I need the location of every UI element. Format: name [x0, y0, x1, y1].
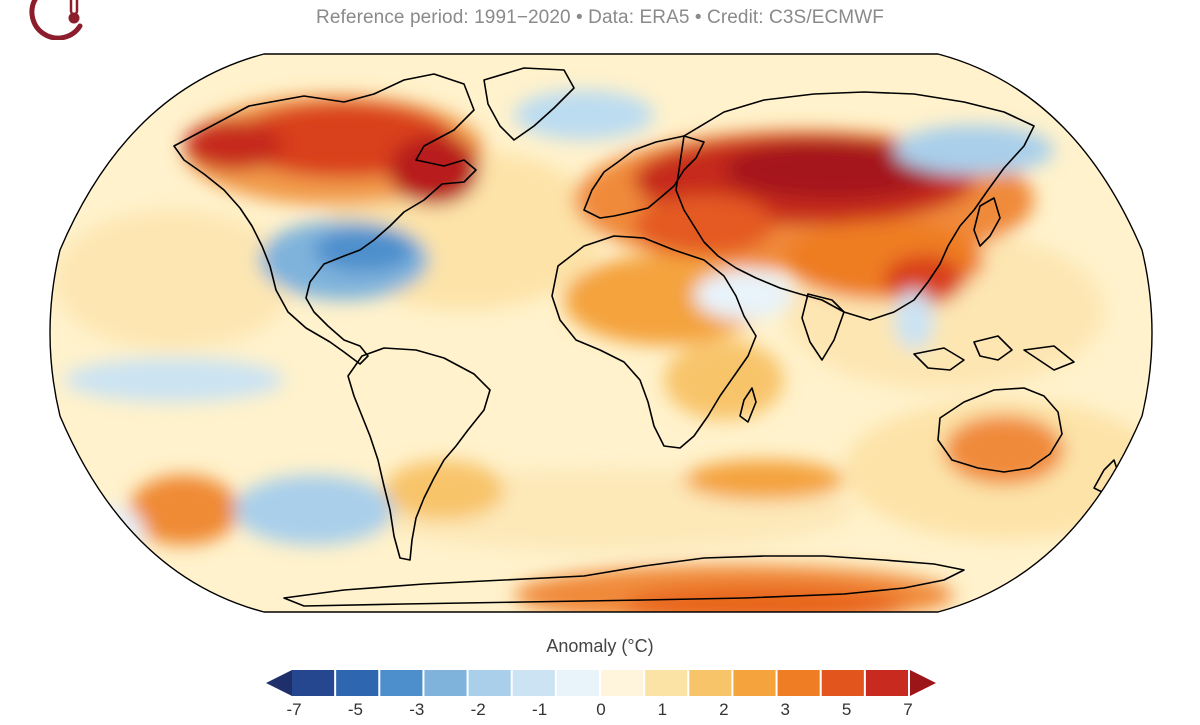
map-svg — [49, 53, 1153, 613]
thermometer-icon — [29, 0, 83, 40]
colorbar-tick-label: 3 — [780, 700, 790, 719]
chart-subtitle: Reference period: 1991−2020 • Data: ERA5… — [316, 7, 884, 28]
colorbar-segment — [821, 670, 864, 696]
colorbar-segment — [336, 670, 379, 696]
anomaly-map — [44, 50, 1158, 616]
colorbar-ticks: -7 -5 -3 -2 -1 0 1 2 3 5 7 — [0, 700, 1200, 724]
colorbar-tick-label: -1 — [532, 700, 548, 719]
logo — [29, 0, 83, 40]
colorbar-arrow-max — [910, 670, 936, 696]
colorbar-tick-label: -3 — [409, 700, 425, 719]
colorbar-segment — [733, 670, 776, 696]
colorbar-tick-label: 1 — [657, 700, 668, 719]
colorbar-tick-label: 0 — [596, 700, 606, 719]
colorbar-segment — [777, 670, 820, 696]
colorbar-segment — [424, 670, 467, 696]
legend-title: Anomaly (°C) — [546, 636, 654, 656]
coastlines — [173, 67, 1121, 607]
colorbar-segment — [468, 670, 511, 696]
colorbar-segment — [512, 670, 555, 696]
colorbar-tick-label: 5 — [841, 700, 852, 719]
colorbar-segment — [865, 670, 908, 696]
colorbar-tick-label: 7 — [903, 700, 913, 719]
colorbar-arrow-min — [266, 670, 292, 696]
colorbar — [266, 670, 936, 696]
colorbar-segment — [292, 670, 335, 696]
anomaly-field — [50, 54, 1152, 612]
colorbar-tick-label: -7 — [286, 700, 302, 719]
colorbar-segment — [380, 670, 423, 696]
colorbar-segment — [601, 670, 644, 696]
colorbar-tick-label: -2 — [470, 700, 486, 719]
colorbar-segment — [556, 670, 599, 696]
colorbar-tick-label: 2 — [719, 700, 729, 719]
colorbar-segment — [645, 670, 688, 696]
colorbar-segment — [689, 670, 732, 696]
colorbar-tick-label: -5 — [347, 700, 363, 719]
